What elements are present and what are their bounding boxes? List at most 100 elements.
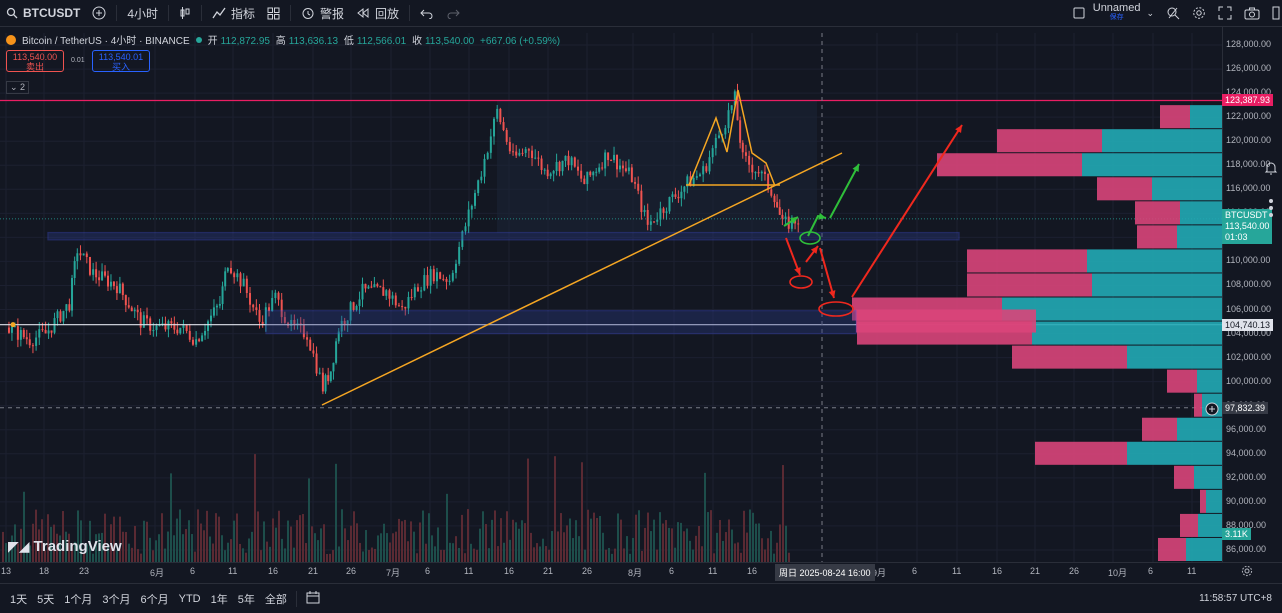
volume-bar	[350, 525, 352, 562]
add-alert-plus-button[interactable]	[1205, 402, 1219, 421]
chart-type-button[interactable]	[173, 0, 197, 26]
volume-bar	[137, 549, 139, 562]
panels-button[interactable]	[1266, 0, 1282, 26]
volume-bar	[485, 524, 487, 562]
top-toolbar: BTCUSDT 4小时 指标 警报 回放 Unnamed 保存	[0, 0, 1282, 27]
volume-bar	[443, 549, 445, 562]
volume-bar	[149, 537, 151, 562]
volume-bar	[374, 548, 376, 562]
price-tick-label: 88,000.00	[1226, 519, 1267, 530]
volume-bar	[233, 520, 235, 562]
volume-bar	[656, 549, 658, 562]
volume-bar	[191, 534, 193, 562]
volume-bar	[377, 535, 379, 562]
volume-bar	[293, 547, 295, 562]
red-arrow-head	[955, 125, 962, 133]
candle-body	[218, 304, 221, 306]
legend-title[interactable]: Bitcoin / TetherUS · 4小时 · BINANCE	[22, 36, 190, 47]
candle-body	[88, 257, 91, 275]
volume-bar	[413, 531, 415, 562]
candle-body	[59, 311, 62, 322]
axis-settings-button[interactable]	[1241, 564, 1253, 582]
range-button[interactable]: 1年	[210, 593, 228, 606]
candle-body	[271, 297, 274, 312]
compare-button[interactable]	[86, 0, 112, 26]
high-value: 113,636.13	[288, 36, 339, 47]
toolbar-divider	[295, 590, 297, 607]
volume-profile-sell	[1142, 417, 1177, 441]
candle-body	[680, 191, 683, 199]
volume-bar	[554, 456, 556, 562]
range-button[interactable]: 5天	[37, 593, 55, 606]
open-value: 112,872.95	[220, 36, 270, 47]
time-tick-label: 26	[582, 566, 593, 576]
volume-bar	[281, 538, 283, 562]
candle-body	[221, 286, 224, 305]
object-tree-button[interactable]	[1265, 198, 1277, 223]
volume-bar	[362, 551, 364, 562]
clock[interactable]: 11:58:57 UTC+8	[1199, 593, 1272, 604]
range-button[interactable]: 1个月	[64, 593, 93, 606]
alert-button[interactable]: 警报	[295, 0, 350, 26]
symbol-search[interactable]: BTCUSDT	[0, 0, 86, 26]
volume-bar	[29, 545, 31, 562]
redo-button[interactable]	[440, 0, 466, 26]
volume-profile-sell	[1194, 393, 1202, 417]
candle-body	[583, 178, 586, 185]
volume-bar	[767, 538, 769, 562]
volume-bar	[266, 541, 268, 562]
green-arrow	[829, 163, 860, 219]
volume-bar	[587, 509, 589, 562]
range-button[interactable]: 6个月	[140, 593, 169, 606]
price-axis[interactable]	[1222, 27, 1282, 562]
templates-button[interactable]	[261, 0, 286, 26]
range-button[interactable]: 全部	[264, 593, 287, 606]
quick-search-button[interactable]	[1160, 0, 1186, 26]
volume-bar	[776, 542, 778, 562]
candle-body	[613, 154, 616, 161]
undo-button[interactable]	[414, 0, 440, 26]
volume-profile-sell	[1158, 537, 1186, 561]
candle-body	[499, 108, 502, 123]
ascending-trendline	[321, 152, 843, 406]
price-tick-label: 122,000.00	[1226, 111, 1272, 122]
alert-label: 警报	[320, 6, 345, 21]
volume-bar	[536, 543, 538, 562]
range-button[interactable]: 3个月	[102, 593, 131, 606]
time-axis[interactable]	[0, 562, 1282, 583]
indicators-button[interactable]: 指标	[206, 0, 261, 26]
snapshot-button[interactable]	[1238, 0, 1266, 26]
candle-body	[610, 160, 613, 162]
fullscreen-button[interactable]	[1212, 0, 1238, 26]
buy-button[interactable]: 113,540.01 买入	[92, 50, 150, 72]
bar-countdown: 01:03	[1225, 231, 1248, 242]
sell-button[interactable]: 113,540.00 卖出	[6, 50, 64, 72]
range-button[interactable]: 5年	[237, 593, 255, 606]
candle-body	[616, 154, 619, 170]
volume-bar	[107, 547, 109, 562]
layout-menu[interactable]: Unnamed 保存 ⌄	[1067, 0, 1160, 26]
candle-body	[28, 339, 31, 346]
candle-body	[130, 307, 133, 312]
alert-bell-button[interactable]	[1264, 160, 1278, 181]
settings-button[interactable]	[1186, 0, 1212, 26]
plus-circle-icon	[1205, 402, 1219, 416]
volume-profile-buy	[1087, 249, 1222, 273]
replay-button[interactable]: 回放	[350, 0, 405, 26]
grid-icon	[267, 7, 280, 19]
time-tick-label: 8月	[628, 568, 643, 578]
volume-bar	[524, 523, 526, 562]
range-button[interactable]: YTD	[178, 592, 201, 605]
volume-bar	[449, 542, 451, 562]
time-tick-label: 6	[425, 566, 431, 576]
interval-button[interactable]: 4小时	[127, 6, 159, 21]
goto-date-button[interactable]	[301, 590, 325, 607]
candle-body	[191, 339, 194, 345]
candle-body	[95, 269, 98, 278]
volume-bar	[635, 514, 637, 562]
candle-body	[321, 372, 324, 392]
date-range-buttons: 1天 5天 1个月 3个月 6个月 YTD 1年 5年 全部	[0, 591, 292, 607]
candle-body	[44, 329, 47, 334]
indicators-collapse-toggle[interactable]: ⌄ 2	[6, 81, 30, 94]
range-button[interactable]: 1天	[10, 593, 28, 606]
